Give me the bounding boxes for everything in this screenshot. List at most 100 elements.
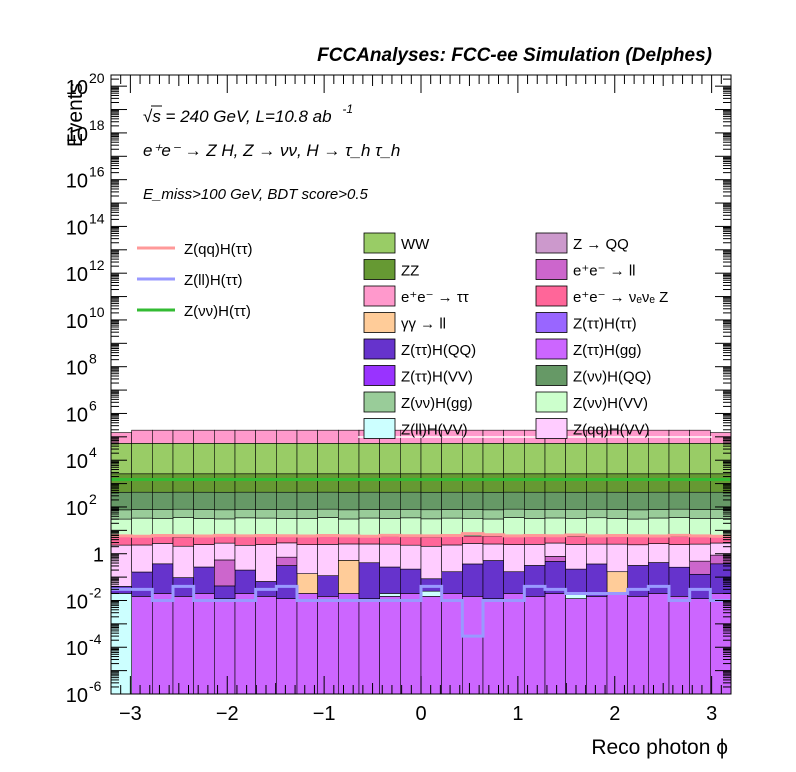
bar-z-h-qq-bin-12 bbox=[358, 491, 380, 510]
bar-z-h-qq-bin-10 bbox=[317, 575, 339, 597]
bar-z-ll-h-vv-bin-15 bbox=[420, 590, 442, 597]
x-tick-label: 1 bbox=[512, 703, 523, 725]
bar-z-h-gg-bin-10 bbox=[317, 596, 339, 694]
bar-e-e-bin-10 bbox=[317, 429, 339, 444]
bar-z-qq-h-vv-bin-2 bbox=[152, 543, 174, 565]
bar-z-h-vv-bin-21 bbox=[544, 517, 566, 537]
bar-ww-bin-25 bbox=[627, 443, 649, 475]
legend-box-label: γγ → ll bbox=[401, 316, 446, 333]
bar-e-e-ll-bin-5 bbox=[214, 559, 236, 587]
bar-z-h-gg-bin-26 bbox=[648, 593, 670, 694]
bar-z-qq-h-vv-bin-11 bbox=[338, 543, 360, 561]
x-tick-label: 0 bbox=[415, 703, 426, 725]
bar-e-e-bin-8 bbox=[276, 429, 298, 444]
bar-z-h-gg-bin-9 bbox=[296, 509, 318, 519]
legend-box-label: Z(νν)H(VV) bbox=[573, 395, 648, 412]
bar-ww-bin-8 bbox=[276, 443, 298, 475]
bar-z-h-vv-bin-5 bbox=[214, 518, 236, 537]
bar-z-h-qq-bin-12 bbox=[358, 562, 380, 599]
bar-zz-bin-26 bbox=[648, 473, 670, 493]
bar-z-h-gg-bin-2 bbox=[152, 509, 174, 519]
y-tick-exponent: -4 bbox=[89, 631, 102, 647]
bar-z-ll-h-vv-bin-0 bbox=[111, 593, 132, 694]
bar-e-e-z-bin-14 bbox=[400, 536, 422, 546]
bar-z-h-vv-bin-23 bbox=[586, 517, 608, 537]
legend-box-swatch bbox=[363, 232, 396, 254]
bar-z-h-vv-bin-4 bbox=[193, 518, 215, 537]
legend-box-swatch bbox=[535, 232, 568, 254]
bar-z-h-qq-bin-23 bbox=[586, 563, 608, 597]
bar-z-h-qq-bin-20 bbox=[524, 491, 546, 510]
bar-z-h-qq-bin-6 bbox=[234, 569, 256, 594]
energy-annotation: √s = 240 GeV, L=10.8 ab -1 bbox=[143, 102, 353, 126]
bar-z-h-vv-bin-11 bbox=[338, 518, 360, 537]
y-tick-label: 10 bbox=[66, 451, 88, 473]
y-tick-exponent: 2 bbox=[89, 491, 97, 507]
bar-z-qq-h-vv-bin-6 bbox=[234, 544, 256, 571]
bar-z-h-vv-bin-16 bbox=[441, 517, 463, 537]
y-tick-label: 1 bbox=[93, 545, 104, 567]
legend-box-label: WW bbox=[401, 236, 430, 253]
bar-z-h-qq-bin-19 bbox=[503, 491, 525, 510]
bar-z-qq-h-vv-bin-23 bbox=[586, 543, 608, 565]
bar-z-qq-h-vv-bin-24 bbox=[606, 543, 628, 573]
bar-z-h-vv-bin-6 bbox=[234, 517, 256, 538]
bar-ll-bin-9 bbox=[296, 573, 318, 594]
bar-zz-bin-18 bbox=[482, 473, 504, 493]
bar-z-h-vv-bin-24 bbox=[606, 518, 628, 537]
bar-z-h-qq-bin-4 bbox=[193, 491, 215, 510]
bar-z-h-vv-bin-9 bbox=[296, 518, 318, 537]
bar-z-h-gg-bin-22 bbox=[565, 598, 587, 694]
bar-z-qq-h-vv-bin-18 bbox=[482, 543, 504, 561]
bar-ww-bin-14 bbox=[400, 443, 422, 475]
y-tick-label: 10 bbox=[66, 311, 88, 333]
bar-z-h-gg-bin-18 bbox=[482, 598, 504, 694]
legend-box-swatch bbox=[363, 259, 396, 280]
bar-ww-bin-19 bbox=[503, 443, 525, 475]
bar-e-e-z-bin-19 bbox=[503, 536, 525, 545]
bar-z-qq-h-vv-bin-7 bbox=[255, 544, 277, 582]
legend-box-swatch bbox=[535, 418, 568, 439]
bar-e-e-bin-4 bbox=[193, 429, 215, 444]
bar-zz-bin-1 bbox=[131, 473, 153, 493]
bar-zz-bin-9 bbox=[296, 473, 318, 493]
x-tick-label: −2 bbox=[216, 703, 239, 725]
y-tick-exponent: 6 bbox=[89, 397, 97, 413]
bar-z-h-qq-bin-26 bbox=[648, 562, 670, 594]
bar-z-h-vv-bin-7 bbox=[255, 517, 277, 537]
bar-zz-bin-19 bbox=[503, 473, 525, 493]
bar-z-h-gg-bin-12 bbox=[358, 509, 380, 519]
y-tick-label: 10 bbox=[66, 124, 88, 146]
bar-z-h-qq-bin-2 bbox=[152, 491, 174, 510]
bar-z-h-gg-bin-7 bbox=[255, 596, 277, 694]
x-tick-label: −3 bbox=[119, 703, 142, 725]
bar-z-h-qq-bin-5 bbox=[214, 491, 236, 511]
y-tick-label: 10 bbox=[66, 685, 88, 707]
bar-z-qq-h-vv-bin-1 bbox=[131, 544, 153, 573]
legend-box-swatch bbox=[535, 285, 568, 307]
bar-z-h-gg-bin-4 bbox=[193, 593, 215, 694]
bar-ww-bin-22 bbox=[565, 443, 587, 475]
bar-z-h-gg-bin-16 bbox=[441, 593, 463, 694]
bar-z-h-vv-bin-1 bbox=[131, 517, 153, 537]
legend-box-swatch bbox=[535, 259, 568, 280]
bar-z-h-gg-bin-6 bbox=[234, 509, 256, 519]
bar-z-h-qq-bin-21 bbox=[544, 491, 566, 510]
bar-e-e-z-bin-20 bbox=[524, 536, 546, 545]
chart-header: FCCAnalyses: FCC-ee Simulation (Delphes) bbox=[317, 45, 712, 66]
bar-z-h-gg-bin-2 bbox=[152, 593, 174, 694]
bar-e-e-z-bin-4 bbox=[193, 536, 215, 545]
bar-z-h-gg-bin-23 bbox=[586, 508, 608, 519]
bar-z-h-gg-bin-5 bbox=[214, 598, 236, 694]
bar-z-h-vv-bin-29 bbox=[710, 518, 731, 537]
bar-zz-bin-23 bbox=[586, 473, 608, 493]
legend-box-label: e⁺e⁻ → ττ bbox=[401, 289, 469, 306]
bar-z-h-vv-bin-13 bbox=[379, 518, 401, 537]
bar-zz-bin-13 bbox=[379, 473, 401, 493]
bar-z-h-gg-bin-11 bbox=[338, 593, 360, 694]
bar-z-h-gg-bin-13 bbox=[379, 509, 401, 519]
bar-z-qq-h-vv-bin-21 bbox=[544, 542, 566, 557]
bar-z-ll-h-vv-bin-13 bbox=[379, 593, 401, 597]
y-tick-label: 10 bbox=[66, 358, 88, 380]
bar-z-h-qq-bin-17 bbox=[462, 563, 484, 597]
